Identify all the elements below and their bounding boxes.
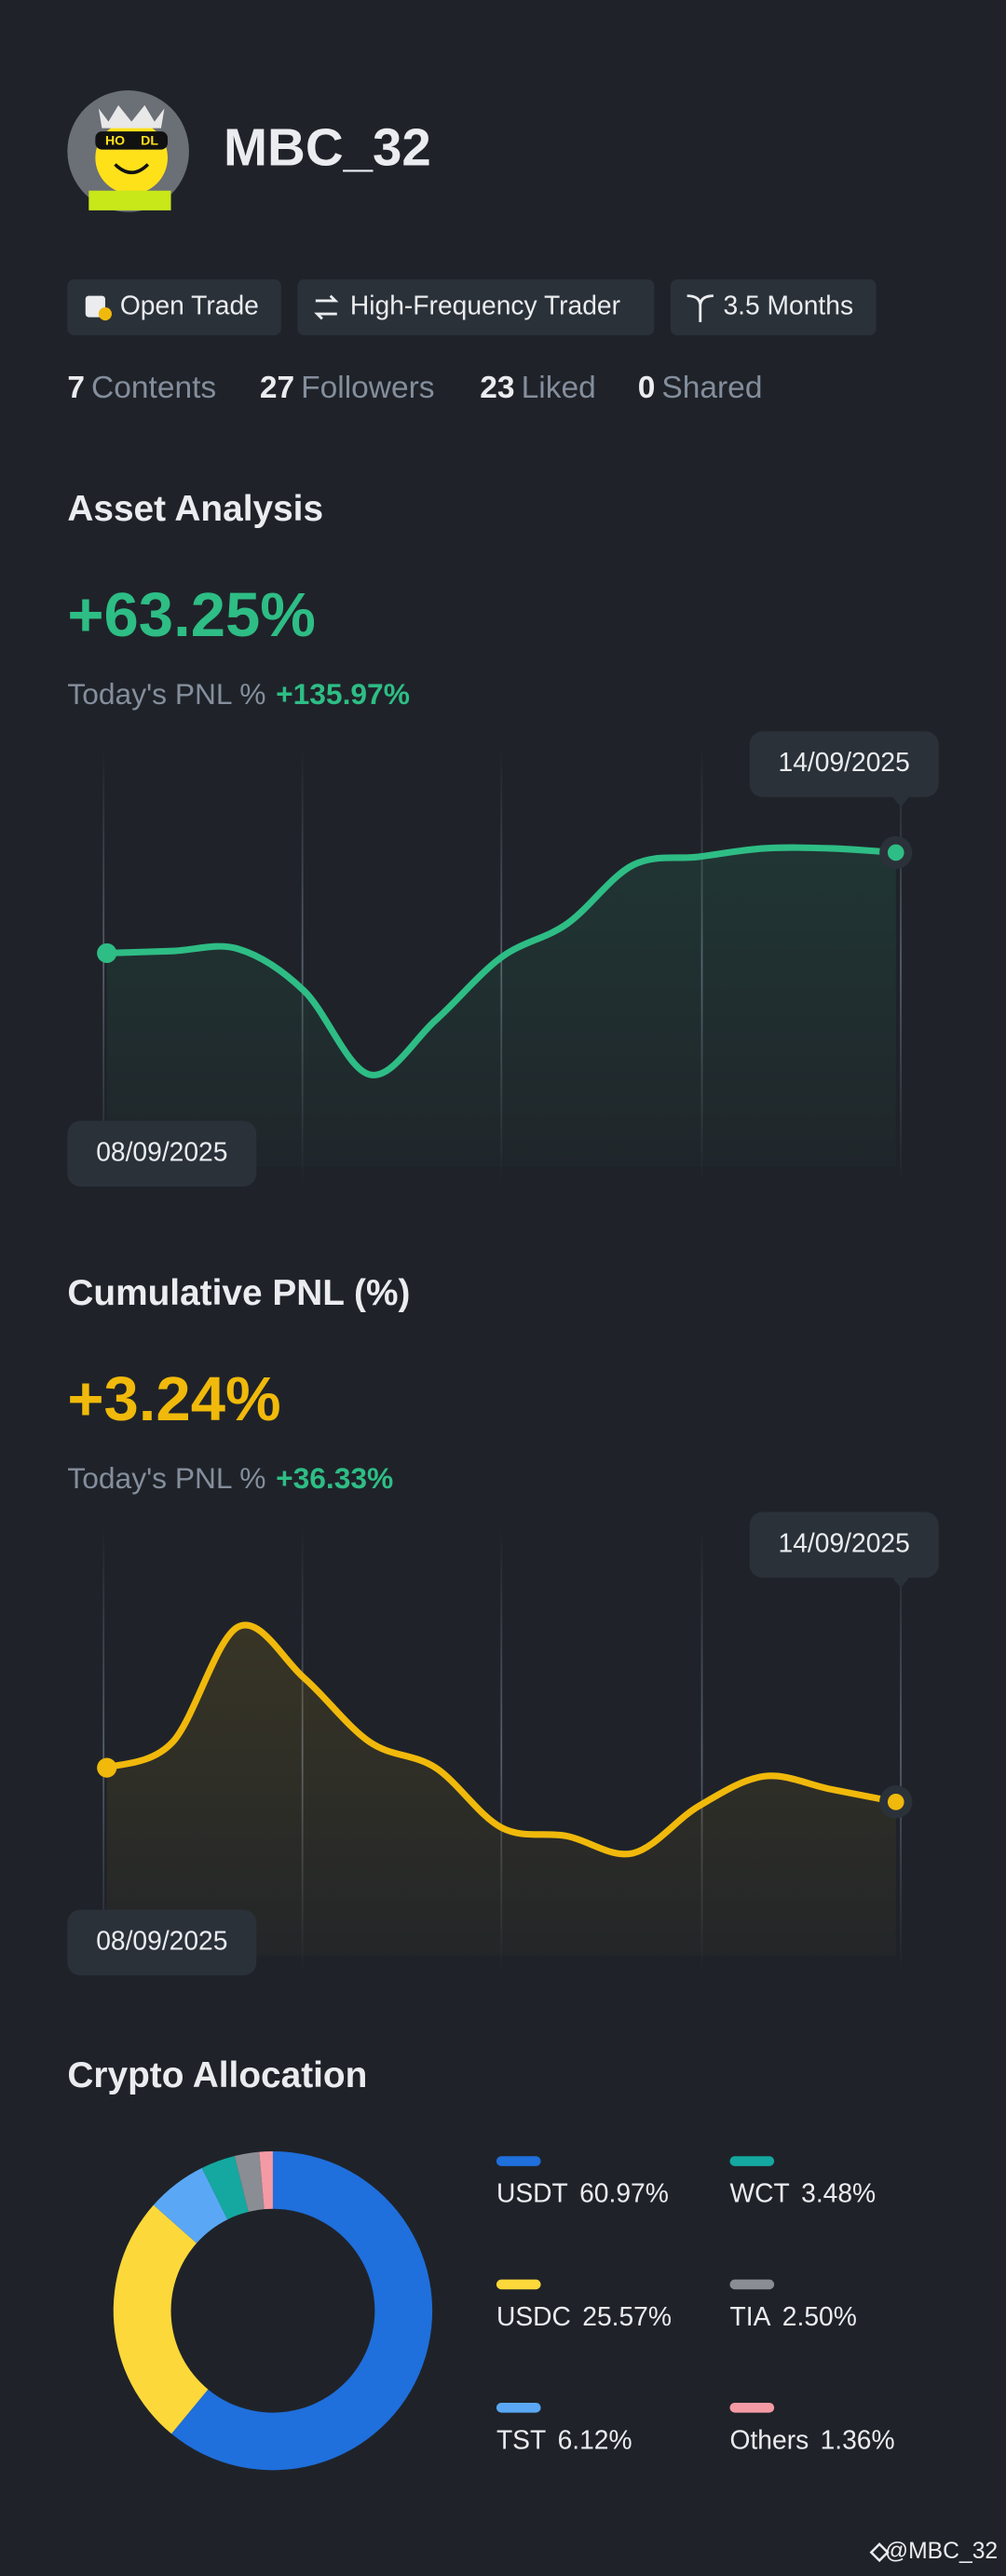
date-bubble xyxy=(749,731,939,797)
date-label: 08/09/2025 xyxy=(96,1925,227,1955)
avatar: HO DL xyxy=(67,90,189,212)
line xyxy=(103,844,900,1078)
legend-entry: USDC 25.57% xyxy=(496,2301,672,2331)
headline-value: +63.25% xyxy=(67,580,316,650)
badge[interactable]: High-Frequency Trader xyxy=(297,279,655,335)
footer-handle: @MBC_32 xyxy=(885,2539,998,2564)
username: MBC_32 xyxy=(224,117,431,176)
legend-name: USDT xyxy=(496,2178,568,2208)
date-label: 14/09/2025 xyxy=(779,1527,910,1557)
stat-label: Liked xyxy=(522,371,596,405)
stat: 23 Liked xyxy=(480,371,595,405)
svg-text:HO: HO xyxy=(105,132,125,147)
badge[interactable]: Open Trade xyxy=(67,279,281,335)
legend-value: 1.36% xyxy=(821,2425,895,2455)
line-area xyxy=(106,847,896,1167)
bubble-pointer xyxy=(892,796,909,807)
vertical-guide xyxy=(500,1528,503,1973)
legend-swatch xyxy=(496,2279,541,2290)
legend-value: 25.57% xyxy=(582,2301,672,2331)
legend-swatch xyxy=(496,2403,541,2413)
legend-entry: WCT 3.48% xyxy=(730,2178,877,2208)
start-dot xyxy=(97,942,117,964)
legend-name: Others xyxy=(730,2425,809,2455)
donut-slice xyxy=(234,2151,265,2212)
donut-slice xyxy=(153,2167,228,2244)
date-bubble xyxy=(67,1120,257,1187)
legend-swatch xyxy=(496,2156,541,2166)
legend-swatch xyxy=(729,2156,775,2166)
stat-label: Shared xyxy=(661,371,762,405)
badge-label: 3.5 Months xyxy=(723,290,853,319)
pnl-label: Today's PNL % xyxy=(67,678,265,712)
donut-slice xyxy=(259,2151,273,2210)
stat-count: 23 xyxy=(480,371,514,405)
badge[interactable]: 3.5 Months xyxy=(671,279,877,335)
donut-slice xyxy=(201,2156,249,2220)
line xyxy=(103,1621,900,1858)
stat: 0 Shared xyxy=(638,371,763,405)
start-dot xyxy=(97,1757,117,1778)
legend-swatch xyxy=(729,2403,775,2413)
legend-name: TIA xyxy=(730,2301,771,2331)
legend-value: 2.50% xyxy=(782,2301,857,2331)
pnl-value: +135.97% xyxy=(276,678,410,712)
legend-swatch xyxy=(729,2279,775,2290)
legend-entry: TST 6.12% xyxy=(496,2425,632,2455)
donut-slice xyxy=(171,2151,433,2471)
badge-label: Open Trade xyxy=(120,290,259,319)
vertical-guide xyxy=(900,1528,902,1973)
stat-count: 0 xyxy=(638,371,656,405)
bubble-pointer xyxy=(892,1578,909,1588)
badge-label: High-Frequency Trader xyxy=(350,290,620,319)
date-label: 08/09/2025 xyxy=(96,1136,227,1166)
stat-label: Contents xyxy=(91,371,216,405)
pnl-label: Today's PNL % xyxy=(67,1461,265,1495)
legend-entry: TIA 2.50% xyxy=(730,2301,857,2331)
end-dot xyxy=(887,1794,904,1810)
legend-name: TST xyxy=(496,2425,546,2455)
legend-value: 6.12% xyxy=(558,2425,632,2455)
section-title: Asset Analysis xyxy=(67,489,323,529)
vertical-guide xyxy=(301,747,304,1184)
stat-label: Followers xyxy=(301,371,434,405)
footer: @MBC_32 xyxy=(869,2539,998,2564)
date-bubble xyxy=(749,1512,939,1579)
svg-text:DL: DL xyxy=(141,132,158,147)
legend-name: WCT xyxy=(730,2178,790,2208)
section-title: Crypto Allocation xyxy=(67,2055,367,2095)
section-title: Cumulative PNL (%) xyxy=(67,1273,410,1313)
legend-entry: Others 1.36% xyxy=(730,2425,895,2455)
date-label: 14/09/2025 xyxy=(779,747,910,777)
vertical-guide xyxy=(900,747,902,1184)
vertical-guide xyxy=(102,747,105,1184)
pnl-subtitle: Today's PNL % +135.97% xyxy=(67,678,410,712)
legend-entry: USDT 60.97% xyxy=(496,2178,669,2208)
line-area xyxy=(106,1624,896,1956)
end-dot xyxy=(887,844,904,861)
headline-value: +3.24% xyxy=(67,1364,280,1434)
stat-count: 27 xyxy=(260,371,294,405)
donut-slice xyxy=(113,2204,209,2434)
stat-count: 7 xyxy=(67,371,85,405)
vertical-guide xyxy=(700,1528,703,1973)
pnl-value: +36.33% xyxy=(276,1461,393,1495)
vertical-guide xyxy=(102,1528,105,1973)
legend-name: USDC xyxy=(496,2301,571,2331)
legend-value: 60.97% xyxy=(579,2178,669,2208)
stat: 27 Followers xyxy=(260,371,435,405)
legend-value: 3.48% xyxy=(801,2178,876,2208)
pnl-subtitle: Today's PNL % +36.33% xyxy=(67,1461,393,1495)
date-bubble xyxy=(67,1909,257,1976)
stat: 7 Contents xyxy=(67,371,216,405)
